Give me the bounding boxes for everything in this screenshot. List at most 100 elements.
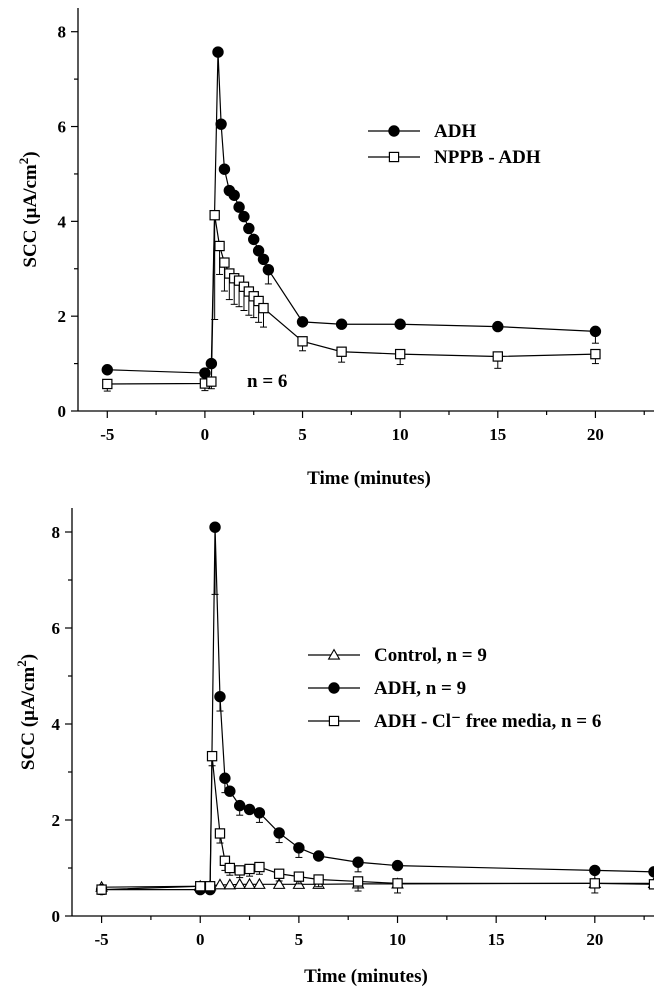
series-2-point-0: [96, 884, 107, 895]
series-2-point-11: [293, 871, 305, 882]
series-1-point-5: [219, 257, 230, 268]
y-axis-label: SCC (µA/cm2): [14, 654, 39, 770]
y-axis-label-close: ): [18, 654, 39, 660]
series-1-point-17: [492, 351, 503, 362]
x-axis-label: Time (minutes): [304, 966, 428, 987]
x-axis-label: Time (minutes): [307, 468, 431, 489]
series-0-point-3: [213, 878, 227, 890]
series-0-point-5: [233, 877, 247, 889]
series-open-square: [96, 750, 654, 895]
x-tick-label: 10: [392, 425, 409, 444]
x-tick-label: 15: [489, 425, 506, 444]
y-axis-label-close: ): [20, 151, 41, 157]
series-2-point-3: [206, 750, 218, 762]
series-0-point-8: [233, 201, 245, 213]
series-1-point-13: [352, 856, 364, 868]
x-tick-label: 20: [587, 425, 604, 444]
series-1-point-3: [209, 521, 221, 533]
series-2-point-1: [195, 881, 206, 892]
series-0-point-11: [248, 233, 260, 246]
series-0-point-18: [492, 320, 504, 333]
series-0-point-10: [243, 222, 255, 235]
legend: Control, n = 9 ADH, n = 9 ADH - Cl⁻ free m…: [308, 645, 601, 732]
series-1-point-11: [293, 842, 305, 854]
y-tick-label: 8: [52, 523, 61, 542]
series-0-point-0: [101, 364, 113, 376]
y-tick-label: 2: [52, 811, 61, 830]
series-filled-circle: [95, 521, 654, 896]
series-1-point-0: [102, 378, 113, 390]
series-1-point-9: [253, 807, 266, 819]
series-1-point-15: [336, 346, 347, 357]
series-legend-1-point-0: [388, 151, 400, 163]
series-0-point-9: [238, 210, 250, 223]
series-filled-circle: [101, 46, 602, 379]
y-axis-label-superscript: 2: [14, 660, 29, 667]
x-tick-label: -5: [95, 930, 109, 949]
y-axis-label: SCC (µA/cm2): [16, 151, 41, 267]
series-2-point-12: [313, 874, 324, 885]
series-0-point-14: [262, 264, 275, 276]
series-2-point-16: [648, 879, 654, 890]
series-1-point-14: [391, 859, 404, 872]
series-2-point-6: [224, 862, 236, 874]
series-0-point-16: [335, 318, 348, 330]
series-open-square: [102, 209, 601, 392]
y-tick-label: 4: [58, 212, 67, 231]
series-0-point-4: [223, 878, 237, 890]
series-0-point-4: [215, 118, 227, 130]
series-legend-2-point-0: [328, 715, 340, 727]
series-1-point-3: [209, 209, 220, 221]
y-tick-label: 8: [58, 23, 67, 42]
x-tick-label: 0: [196, 930, 205, 949]
series-line: [107, 52, 596, 374]
series-2-point-7: [234, 865, 245, 876]
series-legend-0-point-0: [388, 125, 400, 137]
series-0-point-1: [199, 367, 211, 379]
series-1-point-14: [297, 336, 308, 347]
series-0-point-6: [243, 877, 256, 889]
legend-label: ADH, n = 9: [374, 678, 466, 699]
y-tick-label: 2: [58, 307, 67, 326]
series-2-point-10: [273, 868, 285, 879]
y-tick-label: 6: [52, 619, 61, 638]
legend-label: ADH - Cl⁻ free media, n = 6: [374, 711, 601, 732]
y-axis-label-main: SCC (µA/cm: [18, 667, 39, 770]
series-2-point-4: [214, 828, 226, 839]
series-2-point-8: [244, 863, 255, 875]
y-axis-label-superscript: 2: [16, 158, 31, 165]
series-2-point-14: [392, 878, 403, 889]
x-tick-label: 5: [298, 425, 307, 444]
series-1-point-16: [394, 348, 406, 360]
series-line: [107, 215, 596, 385]
series-0-point-13: [257, 253, 270, 265]
legend-label: Control, n = 9: [374, 645, 487, 666]
series-0-point-15: [296, 316, 309, 328]
series-1-point-18: [590, 348, 601, 360]
series-1-point-2: [206, 376, 217, 387]
series-0-point-12: [252, 245, 265, 257]
x-tick-label: 0: [201, 425, 210, 444]
x-tick-label: 5: [295, 930, 304, 949]
series-1-point-10: [273, 827, 285, 839]
x-tick-label: 20: [586, 930, 603, 949]
series-1-point-15: [589, 864, 601, 877]
series-0-point-8: [272, 877, 286, 889]
series-0-point-5: [218, 163, 231, 175]
series-1-point-5: [219, 772, 231, 784]
series-1-point-4: [214, 240, 225, 252]
series-0-point-7: [228, 189, 240, 201]
legend-label: NPPB - ADH: [434, 147, 541, 168]
series-legend-1-point-0: [328, 682, 340, 694]
series-legend-0-point-0: [327, 648, 341, 660]
series-2-point-15: [589, 878, 601, 889]
x-tick-label: 10: [389, 930, 406, 949]
sample-size-annotation: n = 6: [247, 371, 287, 392]
series-1-point-4: [214, 690, 226, 703]
x-tick-label: 15: [488, 930, 505, 949]
series-1-point-6: [224, 785, 236, 797]
series-0-point-3: [212, 46, 224, 58]
